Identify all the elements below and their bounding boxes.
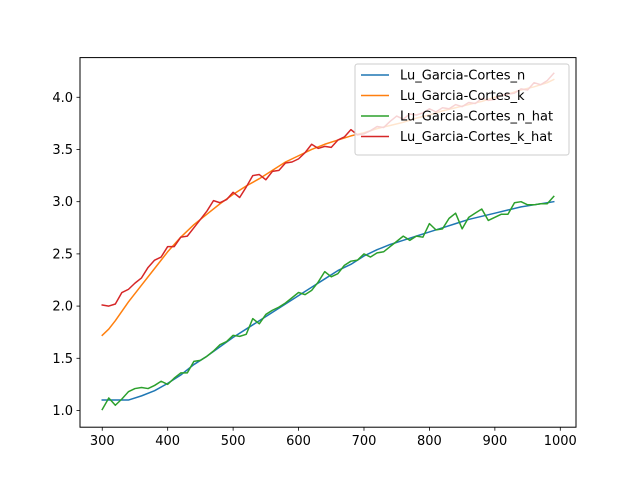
series-group — [101, 72, 555, 411]
plot-area-frame — [79, 57, 577, 428]
y-tick-label: 2.5 — [52, 247, 73, 262]
legend-frame — [354, 63, 570, 156]
x-tick-label: 700 — [352, 434, 377, 449]
legend-label: Lu_Garcia-Cortes_k — [400, 89, 525, 104]
series-line-3 — [101, 195, 555, 411]
legend-label: Lu_Garcia-Cortes_n — [400, 69, 525, 84]
legend: Lu_Garcia-Cortes_n Lu_Garcia-Cortes_k Lu_G… — [354, 63, 570, 156]
y-tick-label: 2.0 — [52, 300, 73, 315]
legend-label: Lu_Garcia-Cortes_n_hat — [400, 110, 553, 125]
y-tick-label: 4.0 — [52, 91, 73, 106]
x-tick-label: 300 — [90, 434, 115, 449]
y-tick-label: 3.5 — [52, 143, 73, 158]
y-tick-label: 3.0 — [52, 195, 73, 210]
y-tick-label: 1.5 — [52, 352, 73, 367]
legend-label: Lu_Garcia-Cortes_k_hat — [400, 130, 552, 145]
y-axis: 1.0 1.5 2.0 2.5 3.0 3.5 4.0 — [52, 91, 80, 419]
y-tick-label: 1.0 — [52, 404, 73, 419]
x-tick-label: 900 — [482, 434, 507, 449]
x-tick-label: 500 — [221, 434, 246, 449]
x-tick-label: 1000 — [544, 434, 577, 449]
x-tick-label: 600 — [286, 434, 311, 449]
x-tick-label: 800 — [417, 434, 442, 449]
x-axis: 300 400 500 600 700 800 900 1000 — [90, 427, 577, 449]
x-tick-label: 400 — [155, 434, 180, 449]
